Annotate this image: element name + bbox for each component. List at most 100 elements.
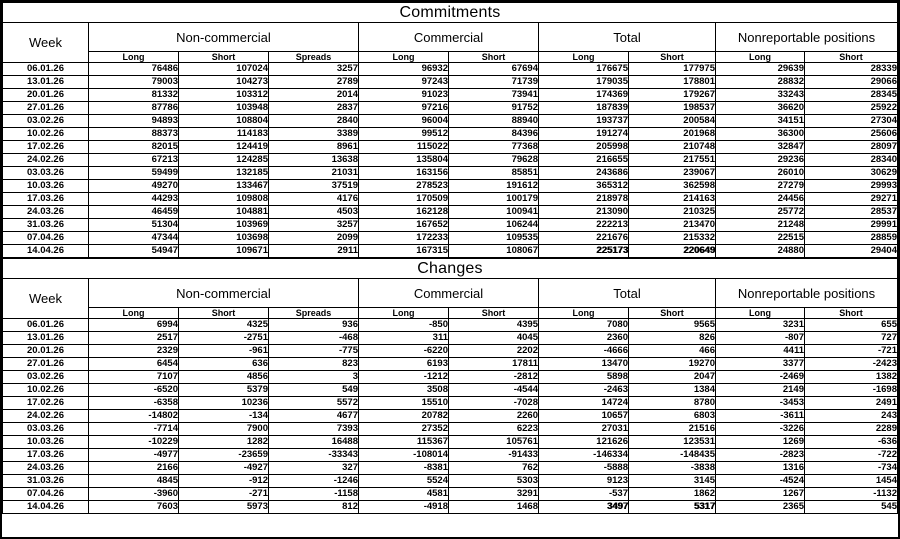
value-cell: 2789	[268, 75, 359, 89]
table-row: 03.03.26 59499 132185 21031 163156 85851 24368…	[2, 166, 898, 180]
value-cell: 27279	[715, 179, 805, 193]
value-cell: 28340	[804, 153, 898, 167]
value-cell: -4927	[178, 461, 269, 475]
table-row: 03.02.26 7107 4856 3 -1212 -2812 5898 2047 -2469…	[2, 370, 898, 384]
value-cell: 67694	[448, 62, 539, 76]
value-cell: 5973	[178, 500, 269, 514]
value-cell: 100941	[448, 205, 539, 219]
column-header: Long	[88, 307, 179, 319]
value-cell: 3377	[715, 357, 805, 371]
week-cell: 13.01.26	[2, 75, 89, 89]
section-title: Commitments	[2, 2, 898, 23]
value-cell: 5379	[178, 383, 269, 397]
value-cell: -7714	[88, 422, 179, 436]
value-cell: 54947	[88, 244, 179, 258]
value-cell: 29404	[804, 244, 898, 258]
value-cell: 108804	[178, 114, 269, 128]
table-row: 07.04.26 -3960 -271 -1158 4581 3291 -537 1862 12…	[2, 487, 898, 501]
week-cell: 31.03.26	[2, 474, 89, 488]
value-cell: 29991	[804, 218, 898, 232]
value-cell: 6223	[448, 422, 539, 436]
value-cell: 4325	[178, 318, 269, 332]
week-cell: 10.02.26	[2, 127, 89, 141]
value-cell: 47344	[88, 231, 179, 245]
value-cell: -721	[804, 344, 898, 358]
table-row: 17.03.26 -4977 -23659 -33343 -108014 -91433 -1…	[2, 448, 898, 462]
week-cell: 03.02.26	[2, 114, 89, 128]
week-header: Week	[2, 278, 89, 319]
week-cell: 24.02.26	[2, 409, 89, 423]
changes-section: Changes Week Non-commercial Commercial Total…	[2, 258, 898, 514]
week-cell: 06.01.26	[2, 318, 89, 332]
table-row: 03.02.26 94893 108804 2840 96004 88940 193737 2…	[2, 114, 898, 128]
value-cell: 1282	[178, 435, 269, 449]
value-cell: 29236	[715, 153, 805, 167]
value-cell: 2149	[715, 383, 805, 397]
group-header: Total	[538, 22, 716, 52]
value-cell: 103698	[178, 231, 269, 245]
value-cell: 216655	[538, 153, 629, 167]
value-cell: 218978	[538, 192, 629, 206]
week-cell: 24.03.26	[2, 205, 89, 219]
value-cell: 124285	[178, 153, 269, 167]
value-cell: 96004	[358, 114, 449, 128]
value-cell: 94893	[88, 114, 179, 128]
value-cell: 88940	[448, 114, 539, 128]
value-cell: 103948	[178, 101, 269, 115]
value-cell: 79003	[88, 75, 179, 89]
value-cell: 107024	[178, 62, 269, 76]
value-cell: 103312	[178, 88, 269, 102]
column-header: Short	[628, 307, 716, 319]
value-cell: 6193	[358, 357, 449, 371]
value-cell: 33243	[715, 88, 805, 102]
section-title: Changes	[2, 258, 898, 279]
value-cell: 28345	[804, 88, 898, 102]
value-cell: -807	[715, 331, 805, 345]
value-cell: 3389	[268, 127, 359, 141]
value-cell: 2360	[538, 331, 629, 345]
value-cell: 2047	[628, 370, 716, 384]
value-cell: -5888	[538, 461, 629, 475]
week-cell: 24.03.26	[2, 461, 89, 475]
value-cell: 179035	[538, 75, 629, 89]
changes-table: Changes Week Non-commercial Commercial Total…	[2, 258, 898, 514]
value-cell: 76486	[88, 62, 179, 76]
value-cell: 225173	[538, 244, 629, 258]
value-cell: -4666	[538, 344, 629, 358]
value-cell: 6803	[628, 409, 716, 423]
value-cell: 5524	[358, 474, 449, 488]
value-cell: -1698	[804, 383, 898, 397]
value-cell: -4544	[448, 383, 539, 397]
value-cell: 37519	[268, 179, 359, 193]
table-row: 14.04.26 7603 5973 812 -4918 1468 3497 5317 2365…	[2, 500, 898, 514]
value-cell: -134	[178, 409, 269, 423]
value-cell: 311	[358, 331, 449, 345]
value-cell: -734	[804, 461, 898, 475]
table-row: 17.02.26 82015 124419 8961 115022 77368 205998…	[2, 140, 898, 154]
value-cell: -3960	[88, 487, 179, 501]
value-cell: 17811	[448, 357, 539, 371]
value-cell: 28832	[715, 75, 805, 89]
value-cell: 2837	[268, 101, 359, 115]
value-cell: 191612	[448, 179, 539, 193]
value-cell: 44293	[88, 192, 179, 206]
value-cell: 362598	[628, 179, 716, 193]
week-cell: 07.04.26	[2, 231, 89, 245]
week-cell: 03.03.26	[2, 422, 89, 436]
column-header: Short	[178, 307, 269, 319]
week-cell: 14.04.26	[2, 500, 89, 514]
group-header: Non-commercial	[88, 278, 359, 308]
column-header: Long	[358, 307, 449, 319]
value-cell: 2166	[88, 461, 179, 475]
value-cell: -271	[178, 487, 269, 501]
value-cell: -636	[804, 435, 898, 449]
value-cell: 21031	[268, 166, 359, 180]
value-cell: 5898	[538, 370, 629, 384]
table-row: 10.02.26 88373 114183 3389 99512 84396 191274 2…	[2, 127, 898, 141]
value-cell: 108067	[448, 244, 539, 258]
value-cell: 4176	[268, 192, 359, 206]
group-header: Commercial	[358, 278, 539, 308]
value-cell: -2469	[715, 370, 805, 384]
value-cell: 77368	[448, 140, 539, 154]
value-cell: 177975	[628, 62, 716, 76]
